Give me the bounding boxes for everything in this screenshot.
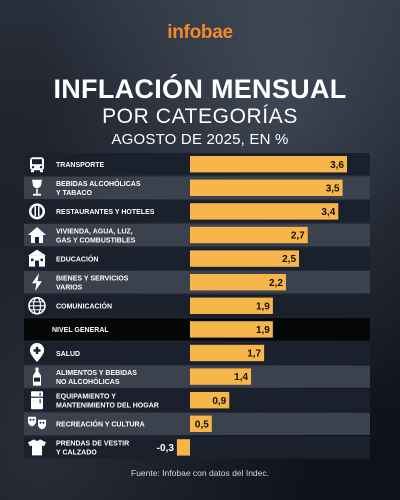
value-label: 1,7 <box>247 349 261 360</box>
bar <box>190 392 230 409</box>
source-note: Fuente: Infobae con datos del Indec. <box>131 468 269 478</box>
category-label: COMUNICACIÓN <box>56 302 112 311</box>
chart-row: BIENES Y SERVICIOS VARIOS 2,2 <box>24 271 370 294</box>
bottle-icon <box>33 367 41 386</box>
chart-row: ALIMENTOS Y BEBIDAS NO ALCOHÓLICAS 1,4 <box>24 365 370 388</box>
globe-icon <box>28 296 46 315</box>
category-label: BIENES Y SERVICIOS VARIOS <box>56 276 129 292</box>
chart-title: INFLACIÓN MENSUAL <box>53 74 347 104</box>
category-label: BEBIDAS ALCOHÓLICAS Y TABACO <box>56 179 141 197</box>
value-label: 0,5 <box>195 419 209 430</box>
bar <box>190 226 308 244</box>
medical-pin-icon <box>29 343 45 362</box>
value-label: 0,9 <box>212 396 226 407</box>
value-label: 2,5 <box>282 254 296 265</box>
value-label: 3,6 <box>330 160 344 171</box>
value-label: 3,4 <box>321 207 335 218</box>
category-label: RECREACIÓN Y CULTURA <box>56 420 145 429</box>
plate-cutlery-icon <box>29 203 45 220</box>
value-label: 1,4 <box>234 372 248 383</box>
bus-icon <box>30 157 44 173</box>
value-label: 2,2 <box>269 278 283 289</box>
appliance-icon <box>31 391 43 410</box>
value-label: 1,9 <box>256 301 270 312</box>
bar <box>176 439 190 456</box>
bar <box>190 321 273 338</box>
category-label: PRENDAS DE VESTIR Y CALZADO <box>56 441 129 457</box>
chart-title-line2: POR CATEGORÍAS <box>102 105 298 128</box>
value-label: 2,7 <box>291 231 305 242</box>
chart-row: BEBIDAS ALCOHÓLICAS Y TABACO 3,5 <box>24 176 370 199</box>
school-icon <box>28 249 46 267</box>
bar <box>190 415 212 432</box>
category-label: RESTAURANTES Y HOTELES <box>56 209 155 216</box>
bar <box>190 203 339 220</box>
category-label: EDUCACIÓN <box>56 254 98 263</box>
lightning-icon <box>32 273 42 292</box>
wine-glass-icon <box>32 179 42 196</box>
value-label: 1,9 <box>256 325 270 336</box>
row-background <box>24 436 370 459</box>
bar <box>190 297 273 314</box>
house-icon <box>28 227 46 243</box>
chart-row: EQUIPAMIENTO Y MANTENIMIENTO DEL HOGAR 0,9 <box>24 389 370 412</box>
chart-row: RECREACIÓN Y CULTURA 0,5 <box>24 412 370 435</box>
chart-row: TRANSPORTE 3,6 <box>24 153 370 176</box>
brand-logo: infobae <box>167 22 233 43</box>
bar <box>190 179 343 196</box>
bar <box>190 368 252 385</box>
bar <box>190 274 286 291</box>
category-label: SALUD <box>56 351 80 358</box>
category-label: TRANSPORTE <box>56 162 105 169</box>
chart-subtitle: AGOSTO DE 2025, EN % <box>111 131 289 148</box>
chart-row: EDUCACIÓN 2,5 <box>24 247 370 270</box>
category-label: ALIMENTOS Y BEBIDAS NO ALCOHÓLICAS <box>56 370 137 386</box>
value-label: -0,3 <box>157 443 175 454</box>
theater-masks-icon <box>28 416 46 430</box>
category-label: EQUIPAMIENTO Y MANTENIMIENTO DEL HOGAR <box>56 394 159 410</box>
value-label: 3,5 <box>326 183 340 194</box>
category-label: VIVIENDA, AGUA, LUZ, GAS Y COMBUSTIBLES <box>56 228 136 244</box>
category-label: NIVEL GENERAL <box>52 327 109 334</box>
chart-row: NIVEL GENERAL 1,9 <box>24 318 370 341</box>
chart-row: RESTAURANTES Y HOTELES 3,4 <box>24 200 370 223</box>
chart-row: PRENDAS DE VESTIR Y CALZADO -0,3 <box>24 436 370 459</box>
chart-row: COMUNICACIÓN 1,9 <box>24 294 370 317</box>
bar <box>190 344 265 362</box>
bar <box>190 156 347 173</box>
chart-row: SALUD 1,7 <box>24 341 370 365</box>
chart-row: VIVIENDA, AGUA, LUZ, GAS Y COMBUSTIBLES 2,… <box>24 223 370 247</box>
bar <box>190 250 300 267</box>
tshirt-icon <box>28 439 46 456</box>
